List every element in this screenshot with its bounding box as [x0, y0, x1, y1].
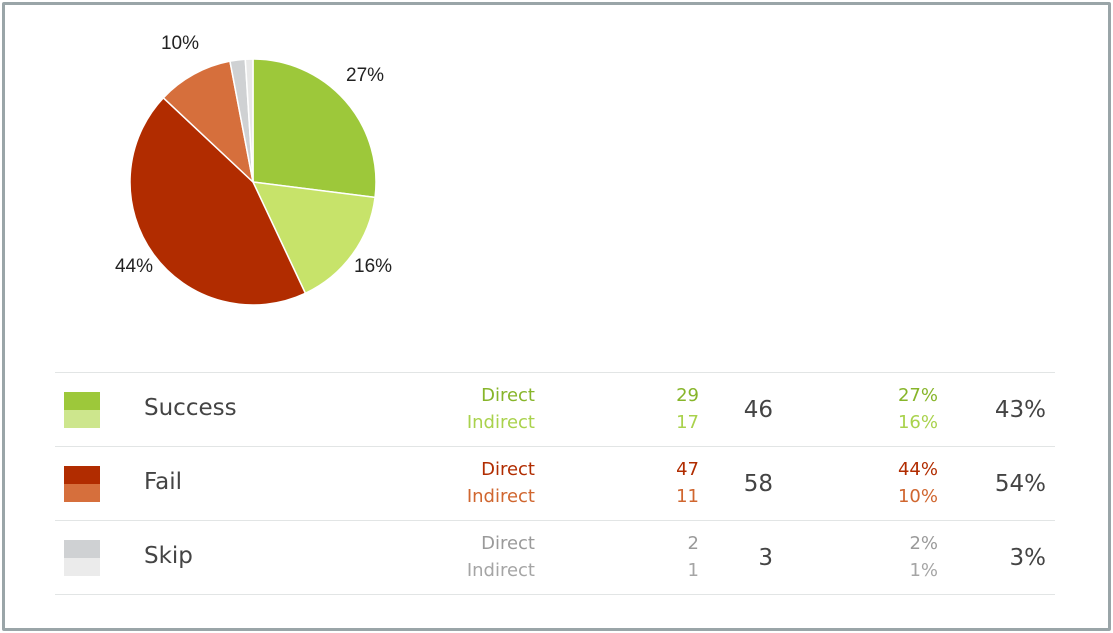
- indirect-count: 11: [676, 486, 699, 507]
- direct-percent: 2%: [909, 533, 938, 554]
- direct-label: Direct: [481, 533, 535, 554]
- total-count: 46: [743, 397, 773, 423]
- direct-count: 47: [676, 459, 699, 480]
- fail-direct-swatch: [64, 466, 100, 484]
- direct-count: 29: [676, 385, 699, 406]
- success-indirect-swatch: [64, 410, 100, 428]
- indirect-percent: 16%: [897, 412, 938, 433]
- skip-indirect-swatch: [64, 558, 100, 576]
- total-percent: 3%: [1009, 545, 1047, 571]
- total-count: 3: [758, 545, 773, 571]
- direct-label: Direct: [481, 385, 535, 406]
- total-percent: 43%: [994, 397, 1046, 423]
- pie-slice-label: 44%: [115, 256, 153, 277]
- fail-indirect-swatch: [64, 484, 100, 502]
- table-row-skip: Skip Direct Indirect 2 1 3 2% 1% 3%: [55, 520, 1055, 595]
- direct-count: 2: [687, 533, 699, 554]
- indirect-count: 17: [676, 412, 699, 433]
- pie-slice: [129, 96, 307, 306]
- success-direct-swatch: [64, 392, 100, 410]
- indirect-percent: 1%: [909, 560, 938, 581]
- category-label: Success: [144, 395, 237, 421]
- pie-slice: [244, 58, 254, 183]
- table-row-success: Success Direct Indirect 29 17 46 27% 16%…: [55, 372, 1055, 446]
- indirect-label: Indirect: [466, 412, 535, 433]
- results-table: Success Direct Indirect 29 17 46 27% 16%…: [55, 372, 1055, 595]
- direct-label: Direct: [481, 459, 535, 480]
- direct-percent: 44%: [897, 459, 938, 480]
- pie-slice-label: 16%: [354, 256, 392, 277]
- indirect-percent: 10%: [897, 486, 938, 507]
- skip-direct-swatch: [64, 540, 100, 558]
- category-label: Skip: [144, 543, 193, 569]
- pie-slice-label: 10%: [161, 33, 199, 54]
- indirect-label: Indirect: [466, 560, 535, 581]
- total-percent: 54%: [994, 471, 1046, 497]
- indirect-label: Indirect: [466, 486, 535, 507]
- pie-slice-label: 27%: [346, 65, 384, 86]
- pie-slice: [251, 181, 376, 295]
- category-label: Fail: [144, 469, 182, 495]
- indirect-count: 1: [687, 560, 699, 581]
- direct-percent: 27%: [897, 385, 938, 406]
- table-row-fail: Fail Direct Indirect 47 11 58 44% 10% 54…: [55, 446, 1055, 520]
- pie-slice: [252, 58, 377, 199]
- total-count: 58: [743, 471, 773, 497]
- pie-slice: [162, 60, 255, 185]
